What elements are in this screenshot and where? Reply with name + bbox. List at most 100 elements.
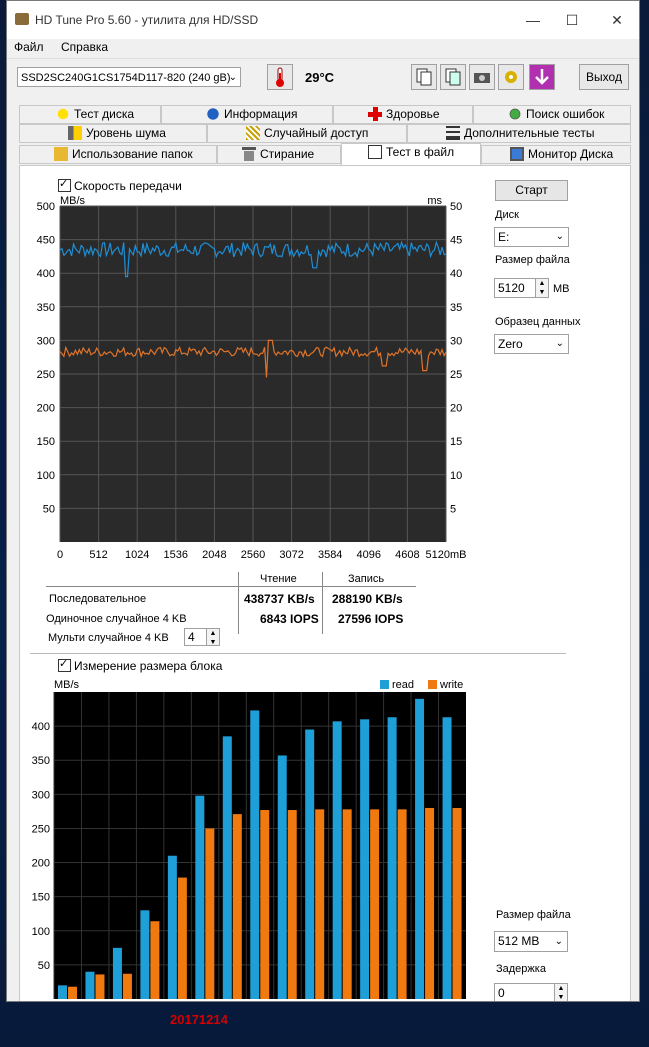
- y-tick-label: 200: [32, 858, 50, 870]
- spinner-arrows-icon[interactable]: ▲ ▼: [554, 984, 567, 1001]
- transfer-speed-checkbox[interactable]: Скорость передачи: [58, 177, 182, 193]
- y-tick-label: 450: [37, 235, 55, 247]
- drive-select-value: SSD2SC240G1CS1754D117-820 (240 gB): [21, 72, 231, 84]
- y-tick-label: 100: [37, 470, 55, 482]
- y-tick-label: 150: [32, 892, 50, 904]
- read-bar: [250, 710, 260, 999]
- copy-results-icon[interactable]: [440, 64, 466, 90]
- filesize-spinner[interactable]: 5120 ▲ ▼: [494, 278, 549, 298]
- drive-select[interactable]: SSD2SC240G1CS1754D117-820 (240 gB) ⌄: [17, 67, 241, 87]
- tab-health[interactable]: Здоровье: [333, 105, 473, 124]
- app-window: HD Tune Pro 5.60 - утилита для HD/SSD — …: [6, 0, 640, 1002]
- y-tick-label: 350: [37, 302, 55, 314]
- data-pattern-select[interactable]: Zero ⌄: [494, 334, 569, 354]
- x-tick-label: 0: [57, 549, 63, 561]
- screenshot-icon[interactable]: [469, 64, 495, 90]
- download-icon[interactable]: [529, 64, 555, 90]
- x-tick-label: 512: [89, 549, 107, 561]
- y-tick-label: 250: [37, 369, 55, 381]
- menu-help[interactable]: Справка: [61, 40, 109, 54]
- tab-erase[interactable]: Стирание: [217, 145, 341, 164]
- row-multi-4k-label: Мульти случайное 4 KB: [48, 632, 169, 644]
- y2-tick-label: 20: [450, 403, 462, 415]
- write-bar: [315, 809, 325, 999]
- tab-error-scan[interactable]: Поиск ошибок: [473, 105, 631, 124]
- exit-button[interactable]: Выход: [579, 64, 629, 90]
- tab-disk-monitor[interactable]: Монитор Диска: [481, 145, 631, 164]
- read-bar: [360, 719, 370, 999]
- col-write-header: Запись: [348, 573, 385, 585]
- block-size-chart: 50 100 150 200 250 300 350 400 MB/s read write: [32, 679, 466, 999]
- info-icon: [206, 107, 220, 121]
- toolbar: SSD2SC240G1CS1754D117-820 (240 gB) ⌄ 29°…: [7, 58, 639, 101]
- tab-info[interactable]: Информация: [161, 105, 333, 124]
- tab-folder-usage[interactable]: Использование папок: [19, 145, 217, 164]
- y2-tick-label: 40: [450, 268, 462, 280]
- tab-file-test[interactable]: Тест в файл: [341, 143, 481, 165]
- menu-file[interactable]: Файл: [14, 40, 44, 54]
- tab-disk-test[interactable]: Тест диска: [19, 105, 161, 124]
- y-tick-label: 300: [32, 789, 50, 801]
- maximize-icon[interactable]: ☐: [565, 12, 579, 28]
- y2-tick-label: 5: [450, 503, 456, 515]
- data-pattern-label: Образец данных: [495, 316, 581, 328]
- tab-label: Поиск ошибок: [526, 107, 605, 121]
- close-icon[interactable]: ✕: [611, 12, 623, 28]
- x-tick-label: 3584: [318, 549, 342, 561]
- options-icon[interactable]: [498, 64, 524, 90]
- block-filesize-select[interactable]: 512 MB ⌄: [494, 931, 568, 952]
- tab-extra-tests[interactable]: Дополнительные тесты: [407, 124, 631, 143]
- minimize-icon[interactable]: —: [526, 12, 540, 28]
- speaker-icon: [68, 126, 82, 140]
- checkbox-checked-icon: [58, 177, 71, 192]
- results-divider-1: [238, 572, 239, 634]
- tab-random-access[interactable]: Случайный доступ: [207, 124, 407, 143]
- delay-label: Задержка: [496, 963, 546, 975]
- queue-depth-spinner[interactable]: 4 ▲ ▼: [184, 628, 220, 646]
- tab-label: Дополнительные тесты: [464, 126, 595, 140]
- x-tick-label: 2048: [202, 549, 226, 561]
- y2-tick-label: 45: [450, 235, 462, 247]
- x-tick-label: 4608: [395, 549, 419, 561]
- tab-noise[interactable]: Уровень шума: [19, 124, 207, 143]
- row-4k-label: Одиночное случайное 4 KB: [46, 613, 187, 625]
- block-filesize-value: 512 MB: [498, 934, 540, 948]
- write-bar: [177, 877, 187, 999]
- disk-select[interactable]: E: ⌄: [494, 227, 569, 247]
- spinner-arrows-icon[interactable]: ▲ ▼: [206, 629, 219, 646]
- start-button[interactable]: Старт: [495, 180, 568, 201]
- folder-icon: [54, 147, 68, 161]
- write-speed-line: [59, 339, 447, 378]
- trash-icon: [242, 147, 256, 161]
- delay-value: 0: [498, 986, 505, 1000]
- y-axis-label: MB/s: [54, 679, 80, 691]
- health-cross-icon: [368, 107, 382, 121]
- thermometer-icon[interactable]: [267, 64, 293, 90]
- plot-area: [54, 692, 466, 999]
- tab-label: Монитор Диска: [528, 147, 614, 161]
- read-bar: [167, 855, 177, 999]
- write-bar: [342, 809, 352, 999]
- chevron-down-icon: ⌄: [555, 338, 564, 349]
- y2-tick-label: 35: [450, 302, 462, 314]
- legend-label: read: [392, 679, 414, 691]
- copy-info-icon[interactable]: [411, 64, 437, 90]
- title-bar: HD Tune Pro 5.60 - утилита для HD/SSD — …: [7, 1, 639, 39]
- legend-swatch: [380, 680, 389, 689]
- file-test-panel: Скорость передачи 5051001015015200202502…: [19, 165, 631, 1001]
- delay-spinner[interactable]: 0 ▲ ▼: [494, 983, 568, 1001]
- app-icon: [15, 13, 29, 25]
- read-bar: [277, 755, 287, 999]
- monitor-icon: [510, 147, 524, 161]
- row-4k-write: 27596 IOPS: [338, 612, 404, 626]
- disk-label: Диск: [495, 209, 519, 221]
- spinner-arrows-icon[interactable]: ▲ ▼: [535, 279, 548, 297]
- x-tick-label: 1536: [164, 549, 188, 561]
- row-sequential-label: Последовательное: [49, 593, 147, 605]
- read-bar: [442, 717, 452, 999]
- read-bar: [415, 698, 425, 999]
- x-tick-label: 2560: [241, 549, 265, 561]
- block-size-checkbox[interactable]: Измерение размера блока: [58, 657, 222, 673]
- y-tick-label: 50: [43, 503, 55, 515]
- read-bar: [222, 736, 232, 999]
